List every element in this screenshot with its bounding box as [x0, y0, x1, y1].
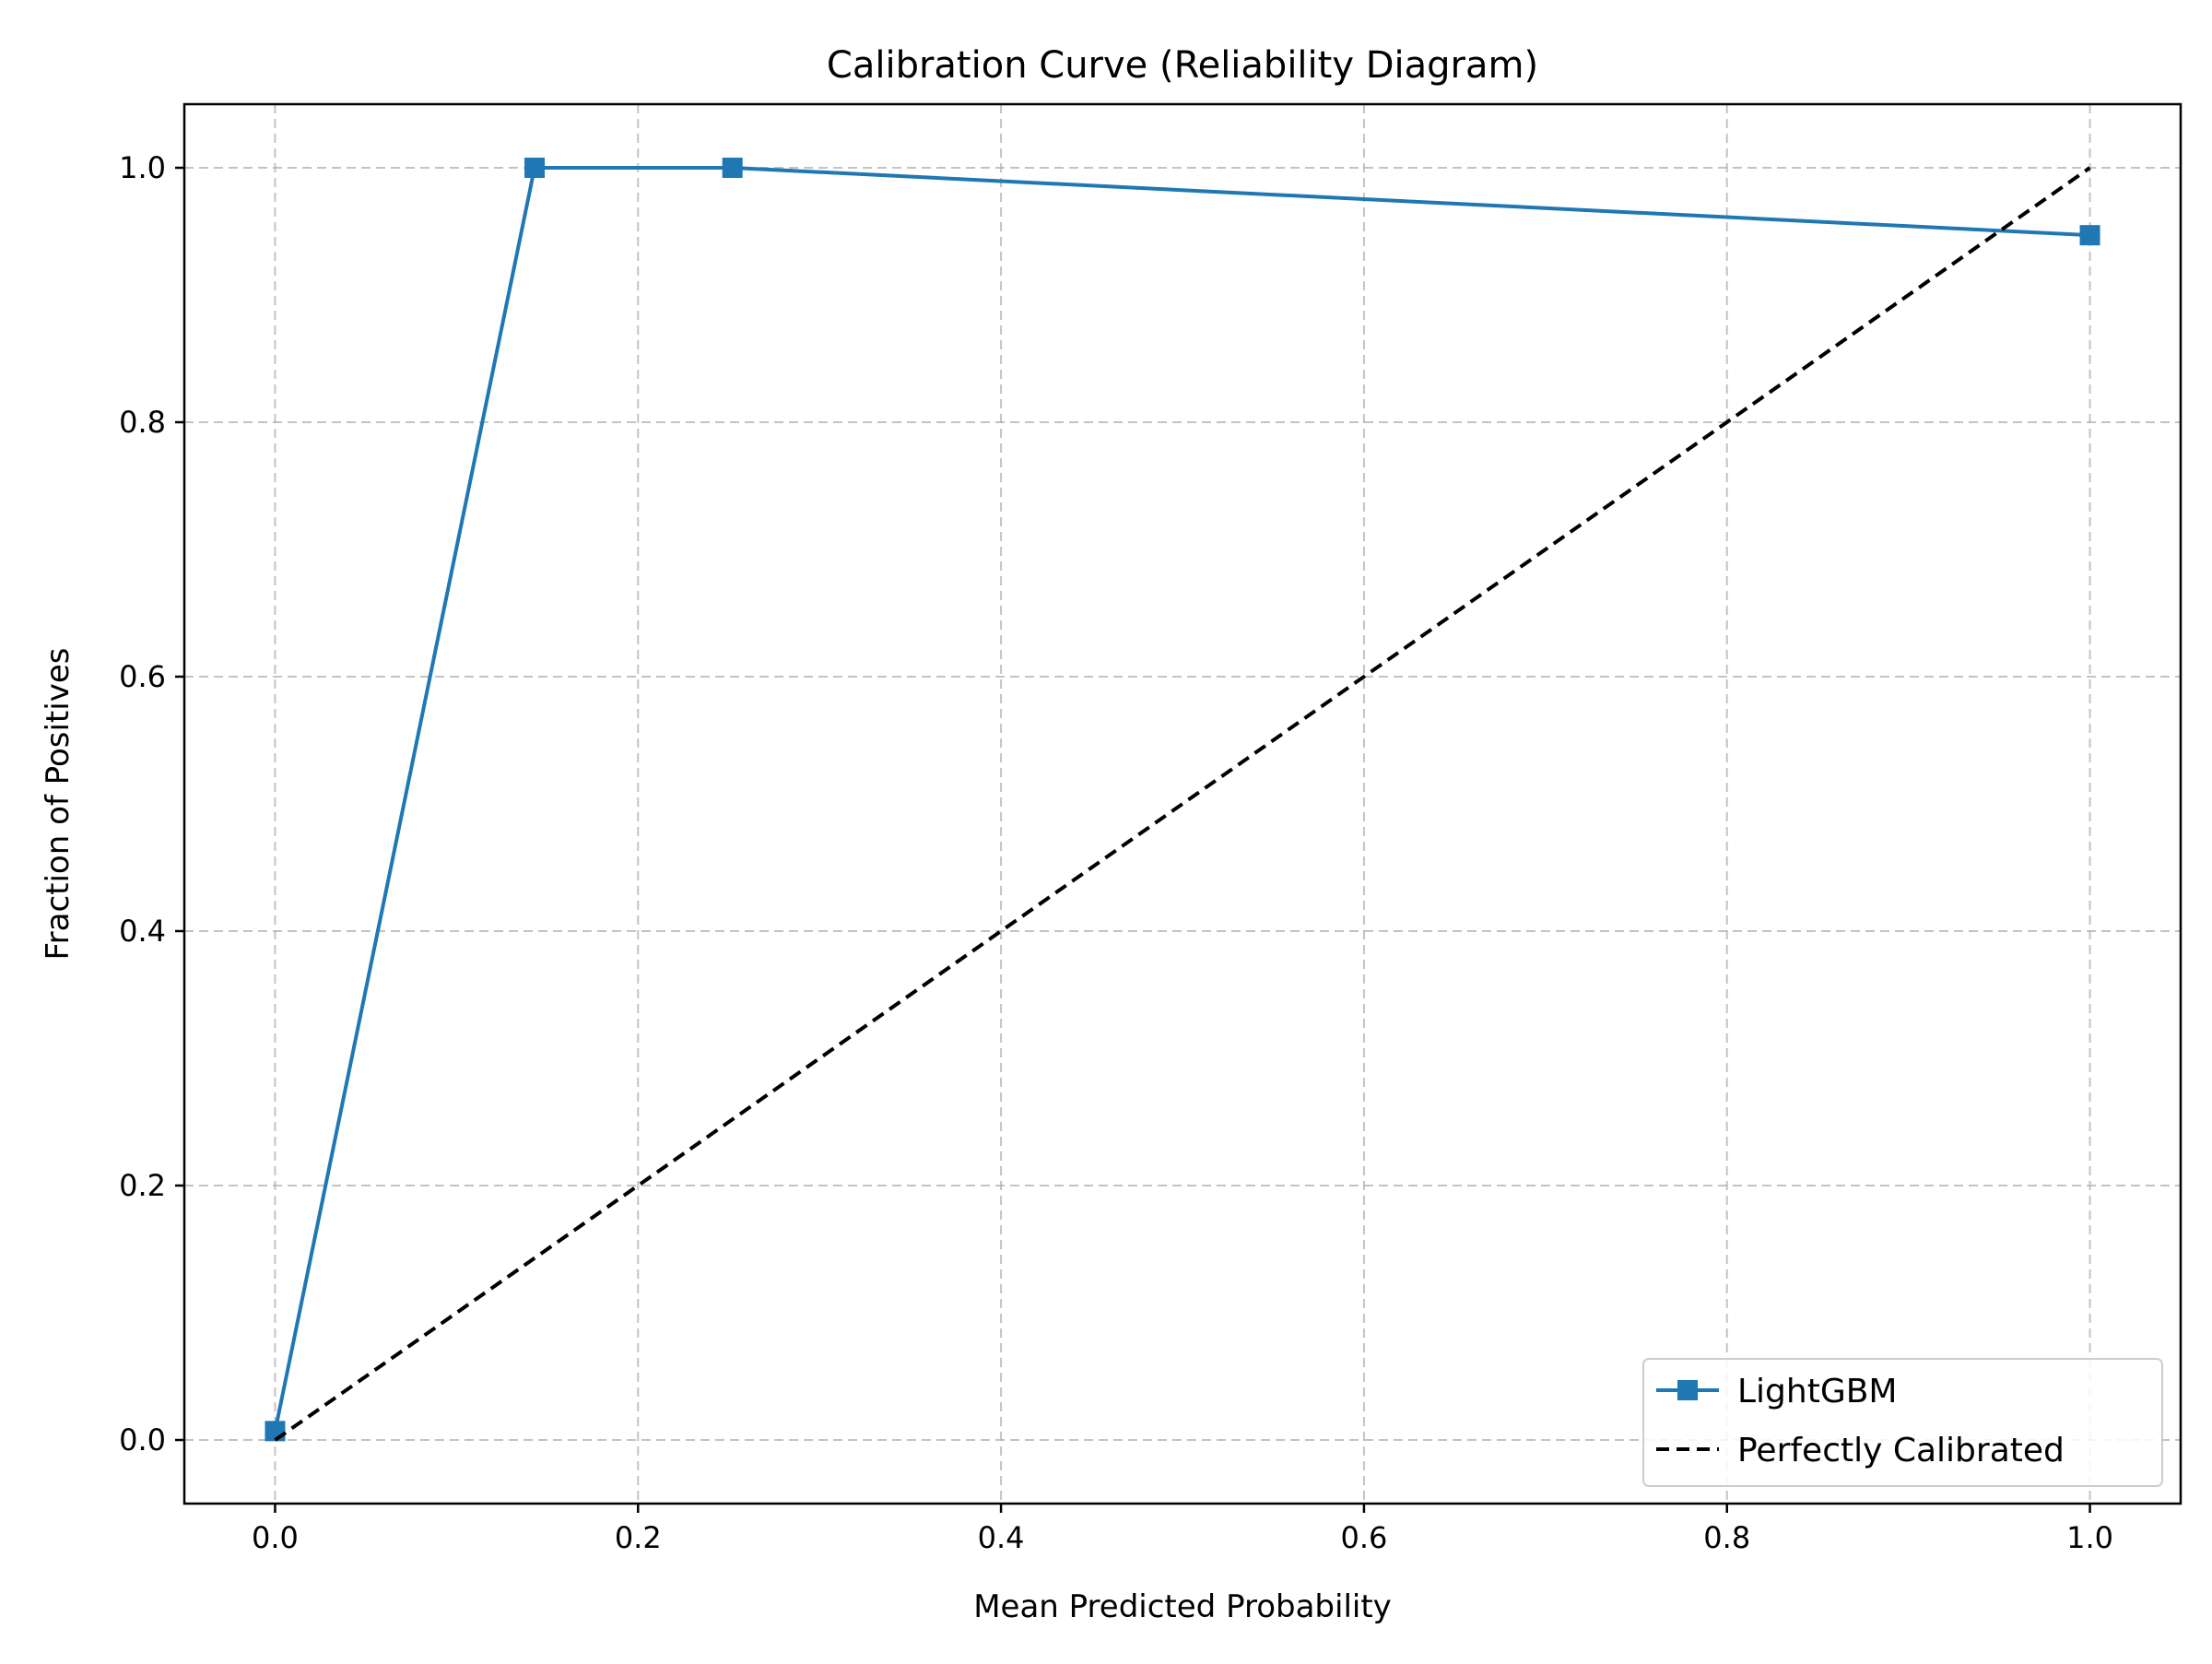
x-axis-label: Mean Predicted Probability	[973, 1588, 1392, 1625]
y-tick-label: 0.0	[119, 1422, 166, 1457]
x-tick-label: 0.4	[978, 1520, 1025, 1555]
x-tick-label: 0.2	[615, 1520, 662, 1555]
x-tick-label: 0.6	[1340, 1520, 1387, 1555]
series-layer	[265, 158, 2100, 1442]
y-tick-label: 1.0	[119, 150, 166, 185]
x-tick-label: 0.0	[252, 1520, 299, 1555]
legend: LightGBM Perfectly Calibrated	[1642, 1358, 2163, 1487]
tick-layer: 0.0 0.2 0.4 0.6 0.8 1.0 0.0 0.2 0.4 0.6 0.8 1.0	[119, 150, 2113, 1555]
y-axis-label: Fraction of Positives	[40, 648, 76, 961]
perfect-calibration-line	[274, 166, 2091, 1442]
x-tick-label: 1.0	[2066, 1520, 2113, 1555]
lightgbm-line	[273, 166, 2090, 1432]
legend-box	[1642, 1358, 2163, 1487]
legend-marker-0	[1677, 1380, 1698, 1400]
y-tick-label: 0.6	[119, 659, 166, 694]
lightgbm-point	[2079, 225, 2100, 246]
lightgbm-point	[722, 158, 743, 178]
y-tick-label: 0.4	[119, 914, 166, 949]
y-tick-label: 0.8	[119, 405, 166, 440]
y-tick-label: 0.2	[119, 1168, 166, 1203]
lightgbm-point	[524, 158, 546, 178]
legend-label-1: Perfectly Calibrated	[1737, 1432, 2065, 1469]
plot-frame	[182, 102, 2183, 1505]
x-tick-label: 0.8	[1703, 1520, 1750, 1555]
chart-title: Calibration Curve (Reliability Diagram)	[827, 44, 1538, 87]
grid-layer	[184, 104, 2181, 1504]
legend-label-0: LightGBM	[1737, 1373, 1898, 1410]
